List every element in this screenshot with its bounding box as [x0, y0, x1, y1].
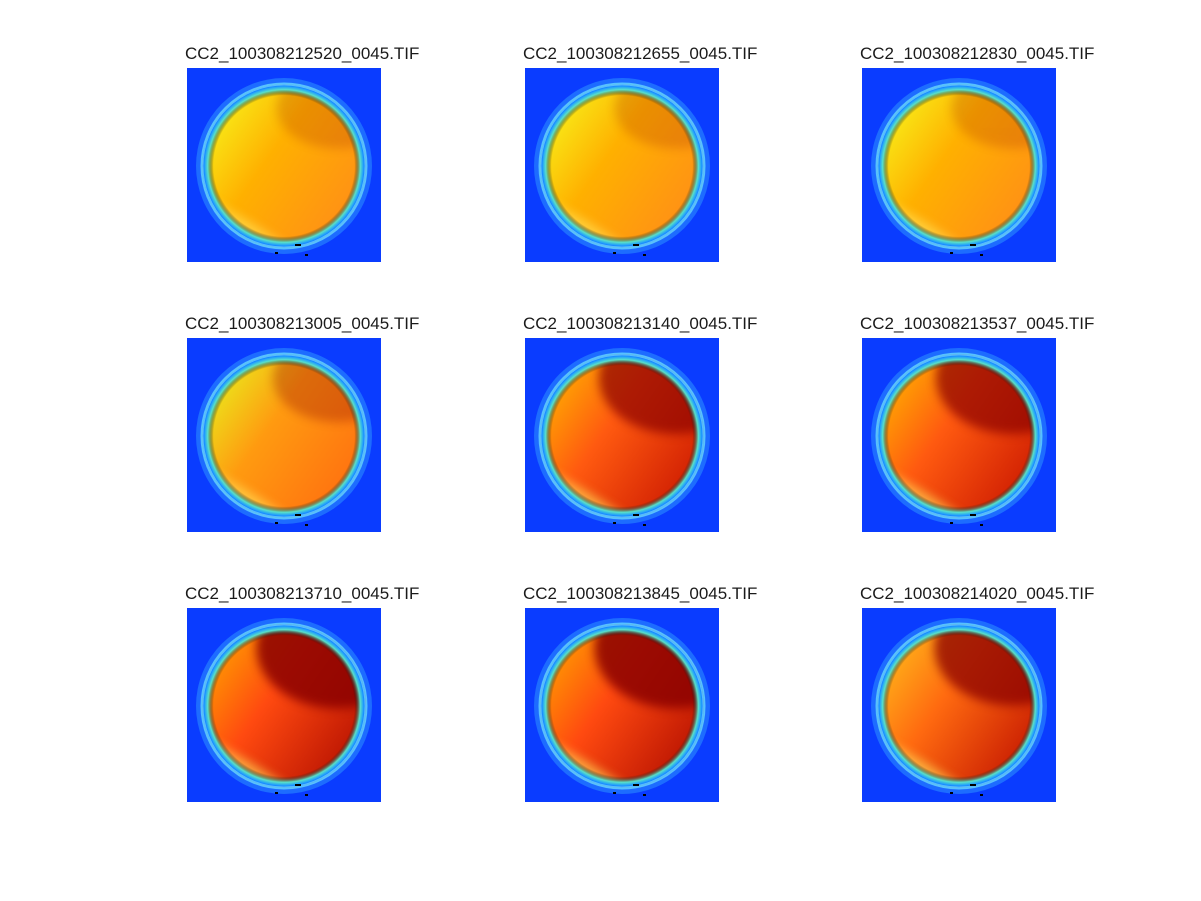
subplot-title: CC2_100308213005_0045.TIF [185, 314, 420, 333]
sky-image [525, 338, 719, 532]
subplot-4: CC2_100308213005_0045.TIF [185, 314, 455, 544]
subplot-3: CC2_100308212830_0045.TIF [860, 44, 1130, 274]
sky-image [187, 608, 381, 802]
sky-image [187, 68, 381, 262]
subplot-9: CC2_100308214020_0045.TIF [860, 584, 1130, 814]
subplot-title: CC2_100308212830_0045.TIF [860, 44, 1095, 63]
subplot-2: CC2_100308212655_0045.TIF [523, 44, 793, 274]
sky-image [525, 68, 719, 262]
subplot-7: CC2_100308213710_0045.TIF [185, 584, 455, 814]
sky-image [862, 338, 1056, 532]
sky-image [862, 608, 1056, 802]
subplot-title: CC2_100308213140_0045.TIF [523, 314, 758, 333]
subplot-title: CC2_100308214020_0045.TIF [860, 584, 1095, 603]
subplot-title: CC2_100308213845_0045.TIF [523, 584, 758, 603]
sky-image [862, 68, 1056, 262]
sky-image [525, 608, 719, 802]
subplot-1: CC2_100308212520_0045.TIF [185, 44, 455, 274]
subplot-title: CC2_100308212520_0045.TIF [185, 44, 420, 63]
subplot-title: CC2_100308213710_0045.TIF [185, 584, 420, 603]
subplot-6: CC2_100308213537_0045.TIF [860, 314, 1130, 544]
subplot-title: CC2_100308213537_0045.TIF [860, 314, 1095, 333]
sky-image [187, 338, 381, 532]
subplot-8: CC2_100308213845_0045.TIF [523, 584, 793, 814]
subplot-title: CC2_100308212655_0045.TIF [523, 44, 758, 63]
subplot-5: CC2_100308213140_0045.TIF [523, 314, 793, 544]
